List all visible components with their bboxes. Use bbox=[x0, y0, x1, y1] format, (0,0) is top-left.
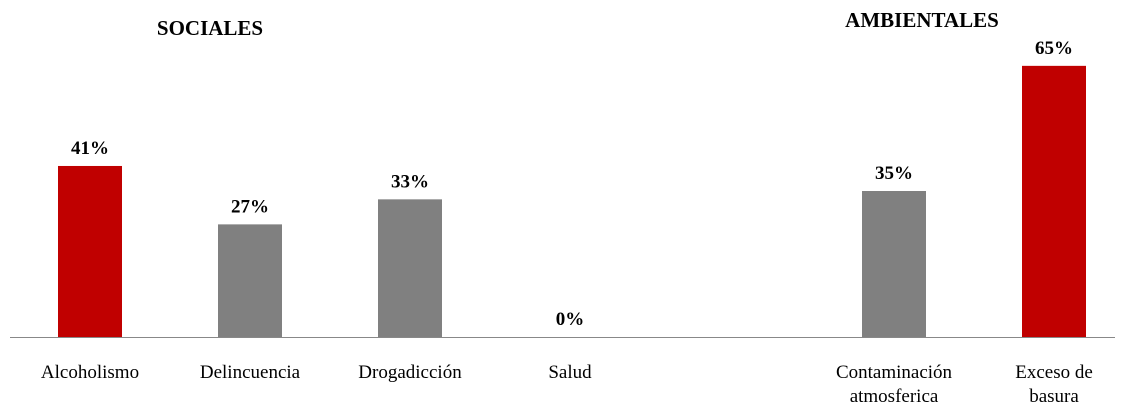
bar bbox=[58, 165, 122, 337]
x-tick-label: Delincuencia bbox=[200, 362, 301, 383]
x-tick-label: Salud bbox=[548, 362, 592, 383]
x-tick-label: Contaminación atmosferica bbox=[836, 362, 953, 407]
x-tick-label: Alcoholismo bbox=[41, 362, 139, 383]
chart-title: AMBIENTALES bbox=[845, 8, 999, 32]
bar bbox=[862, 191, 926, 337]
value-label: 65% bbox=[1035, 38, 1073, 59]
x-tick-label: Drogadicción bbox=[358, 362, 462, 383]
value-label: 27% bbox=[231, 196, 269, 217]
bar bbox=[378, 199, 442, 337]
x-tick-label-line: basura bbox=[1029, 386, 1079, 407]
x-tick-label: Exceso de basura bbox=[1015, 362, 1093, 407]
value-label: 33% bbox=[391, 171, 429, 192]
x-tick-label-line: Exceso de bbox=[1015, 362, 1093, 383]
bar bbox=[1022, 65, 1086, 337]
x-tick-label-line: Contaminación bbox=[836, 362, 953, 383]
x-tick-label-line: atmosferica bbox=[850, 386, 939, 407]
value-label: 0% bbox=[556, 309, 585, 330]
chart-title: SOCIALES bbox=[157, 16, 263, 40]
value-label: 35% bbox=[875, 163, 913, 184]
bar bbox=[218, 224, 282, 337]
value-label: 41% bbox=[71, 138, 109, 159]
